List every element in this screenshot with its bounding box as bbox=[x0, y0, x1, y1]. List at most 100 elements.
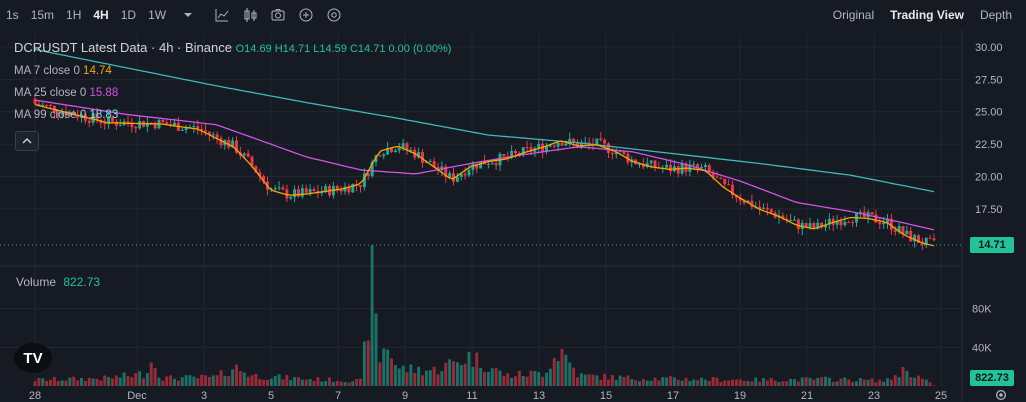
candle-body bbox=[603, 139, 607, 144]
volume-bar bbox=[157, 377, 161, 386]
volume-bar bbox=[502, 375, 506, 386]
volume-bar bbox=[793, 378, 796, 386]
volume-bar bbox=[917, 375, 920, 386]
volume-bar bbox=[347, 382, 351, 386]
view-trading-view[interactable]: Trading View bbox=[890, 8, 964, 22]
volume-bar bbox=[215, 375, 219, 386]
volume-bar bbox=[266, 379, 269, 386]
candle-body bbox=[769, 209, 773, 213]
timeframe-1w[interactable]: 1W bbox=[148, 8, 167, 22]
volume-bar bbox=[742, 380, 746, 386]
volume-bar bbox=[649, 380, 653, 386]
volume-bar bbox=[638, 381, 641, 386]
legend-ma25[interactable]: MA 25 close 0 15.88 bbox=[14, 87, 119, 99]
chevron-down-icon[interactable] bbox=[176, 3, 200, 27]
volume-bar bbox=[715, 377, 719, 386]
candle-body bbox=[847, 221, 851, 223]
tradingview-logo[interactable]: TV bbox=[14, 343, 52, 373]
volume-bar bbox=[789, 378, 793, 386]
timeframe-1d[interactable]: 1D bbox=[120, 8, 137, 22]
timeframe-4h[interactable]: 4H bbox=[93, 8, 109, 22]
candle-body bbox=[676, 166, 680, 174]
time-tick-label: 15 bbox=[600, 390, 612, 401]
candle-body bbox=[37, 104, 41, 106]
gear-icon[interactable] bbox=[994, 388, 1008, 402]
view-original[interactable]: Original bbox=[832, 8, 875, 22]
timeframe-15m[interactable]: 15m bbox=[30, 8, 55, 22]
candle-body bbox=[211, 134, 215, 136]
camera-icon[interactable] bbox=[266, 3, 290, 27]
candle-body bbox=[560, 142, 564, 146]
candle-body bbox=[173, 122, 176, 126]
candle-body bbox=[424, 162, 428, 164]
volume-bar bbox=[41, 378, 45, 386]
candle-body bbox=[134, 127, 138, 129]
price-chart[interactable]: 30.00 27.50 25.00 22.50 20.00 17.50 80K 40K 28 De… bbox=[0, 30, 1026, 401]
volume-bar bbox=[277, 374, 281, 386]
time-tick-label: Dec bbox=[127, 390, 147, 401]
timeframe-1h[interactable]: 1H bbox=[66, 8, 82, 22]
volume-bar bbox=[808, 377, 812, 386]
volume-bar bbox=[913, 377, 917, 386]
volume-bar bbox=[603, 373, 607, 386]
volume-bar bbox=[254, 373, 258, 386]
volume-bar bbox=[599, 379, 603, 386]
volume-bar bbox=[920, 378, 924, 386]
volume-bar bbox=[169, 375, 173, 386]
candle-body bbox=[824, 224, 827, 228]
candle-body bbox=[149, 122, 153, 124]
volume-bar bbox=[463, 363, 467, 386]
volume-bar bbox=[769, 377, 773, 386]
volume-bar bbox=[312, 381, 316, 386]
time-tick-label: 5 bbox=[268, 390, 274, 401]
volume-bar bbox=[366, 340, 370, 386]
volume-bar bbox=[316, 377, 320, 386]
candle-body bbox=[196, 126, 200, 129]
volume-bar bbox=[576, 377, 579, 386]
candle-body bbox=[700, 167, 703, 169]
volume-bar bbox=[847, 379, 851, 386]
volume-bar bbox=[413, 372, 417, 386]
volume-bar bbox=[591, 374, 595, 386]
chart-title: DCRUSDT Latest Data · 4h · Binance bbox=[14, 40, 232, 55]
candle-body bbox=[145, 122, 149, 127]
candle-body bbox=[312, 189, 316, 192]
candle-body bbox=[696, 164, 700, 169]
candle-body bbox=[521, 147, 525, 155]
volume-bar bbox=[909, 377, 913, 386]
collapse-legend-button[interactable] bbox=[15, 131, 39, 151]
volume-bar bbox=[405, 372, 409, 386]
timeframe-1s[interactable]: 1s bbox=[6, 8, 19, 22]
candles-icon[interactable] bbox=[238, 3, 262, 27]
candle-body bbox=[595, 138, 599, 146]
add-circle-icon[interactable] bbox=[294, 3, 318, 27]
candle-body bbox=[432, 161, 436, 168]
legend-ma99[interactable]: MA 99 close 0 18.83 bbox=[14, 109, 119, 121]
indicator-line-icon[interactable] bbox=[210, 3, 234, 27]
ma7-value: 14.74 bbox=[83, 65, 112, 77]
volume-bar bbox=[149, 362, 153, 386]
time-tick-label: 23 bbox=[868, 390, 880, 401]
candle-body bbox=[180, 129, 184, 131]
volume-bar bbox=[897, 377, 901, 386]
volume-bar bbox=[64, 380, 68, 386]
candle-body bbox=[114, 121, 118, 126]
volume-bar bbox=[223, 375, 227, 386]
volume-bar bbox=[572, 367, 576, 386]
legend-ma7[interactable]: MA 7 close 0 14.74 bbox=[14, 65, 112, 77]
view-depth[interactable]: Depth bbox=[979, 8, 1012, 22]
volume-bar bbox=[122, 372, 126, 386]
candle-body bbox=[572, 138, 576, 143]
volume-bar bbox=[886, 378, 889, 386]
volume-bar bbox=[432, 366, 436, 386]
volume-bar bbox=[545, 372, 548, 386]
volume-bar bbox=[924, 379, 928, 386]
candle-body bbox=[723, 178, 727, 185]
volume-bar bbox=[824, 376, 827, 386]
candle-body bbox=[192, 126, 196, 128]
candle-body bbox=[719, 177, 723, 179]
candle-body bbox=[475, 163, 479, 169]
volume-bar bbox=[525, 376, 529, 386]
settings-circle-icon[interactable] bbox=[322, 3, 346, 27]
candle-body bbox=[486, 164, 490, 166]
